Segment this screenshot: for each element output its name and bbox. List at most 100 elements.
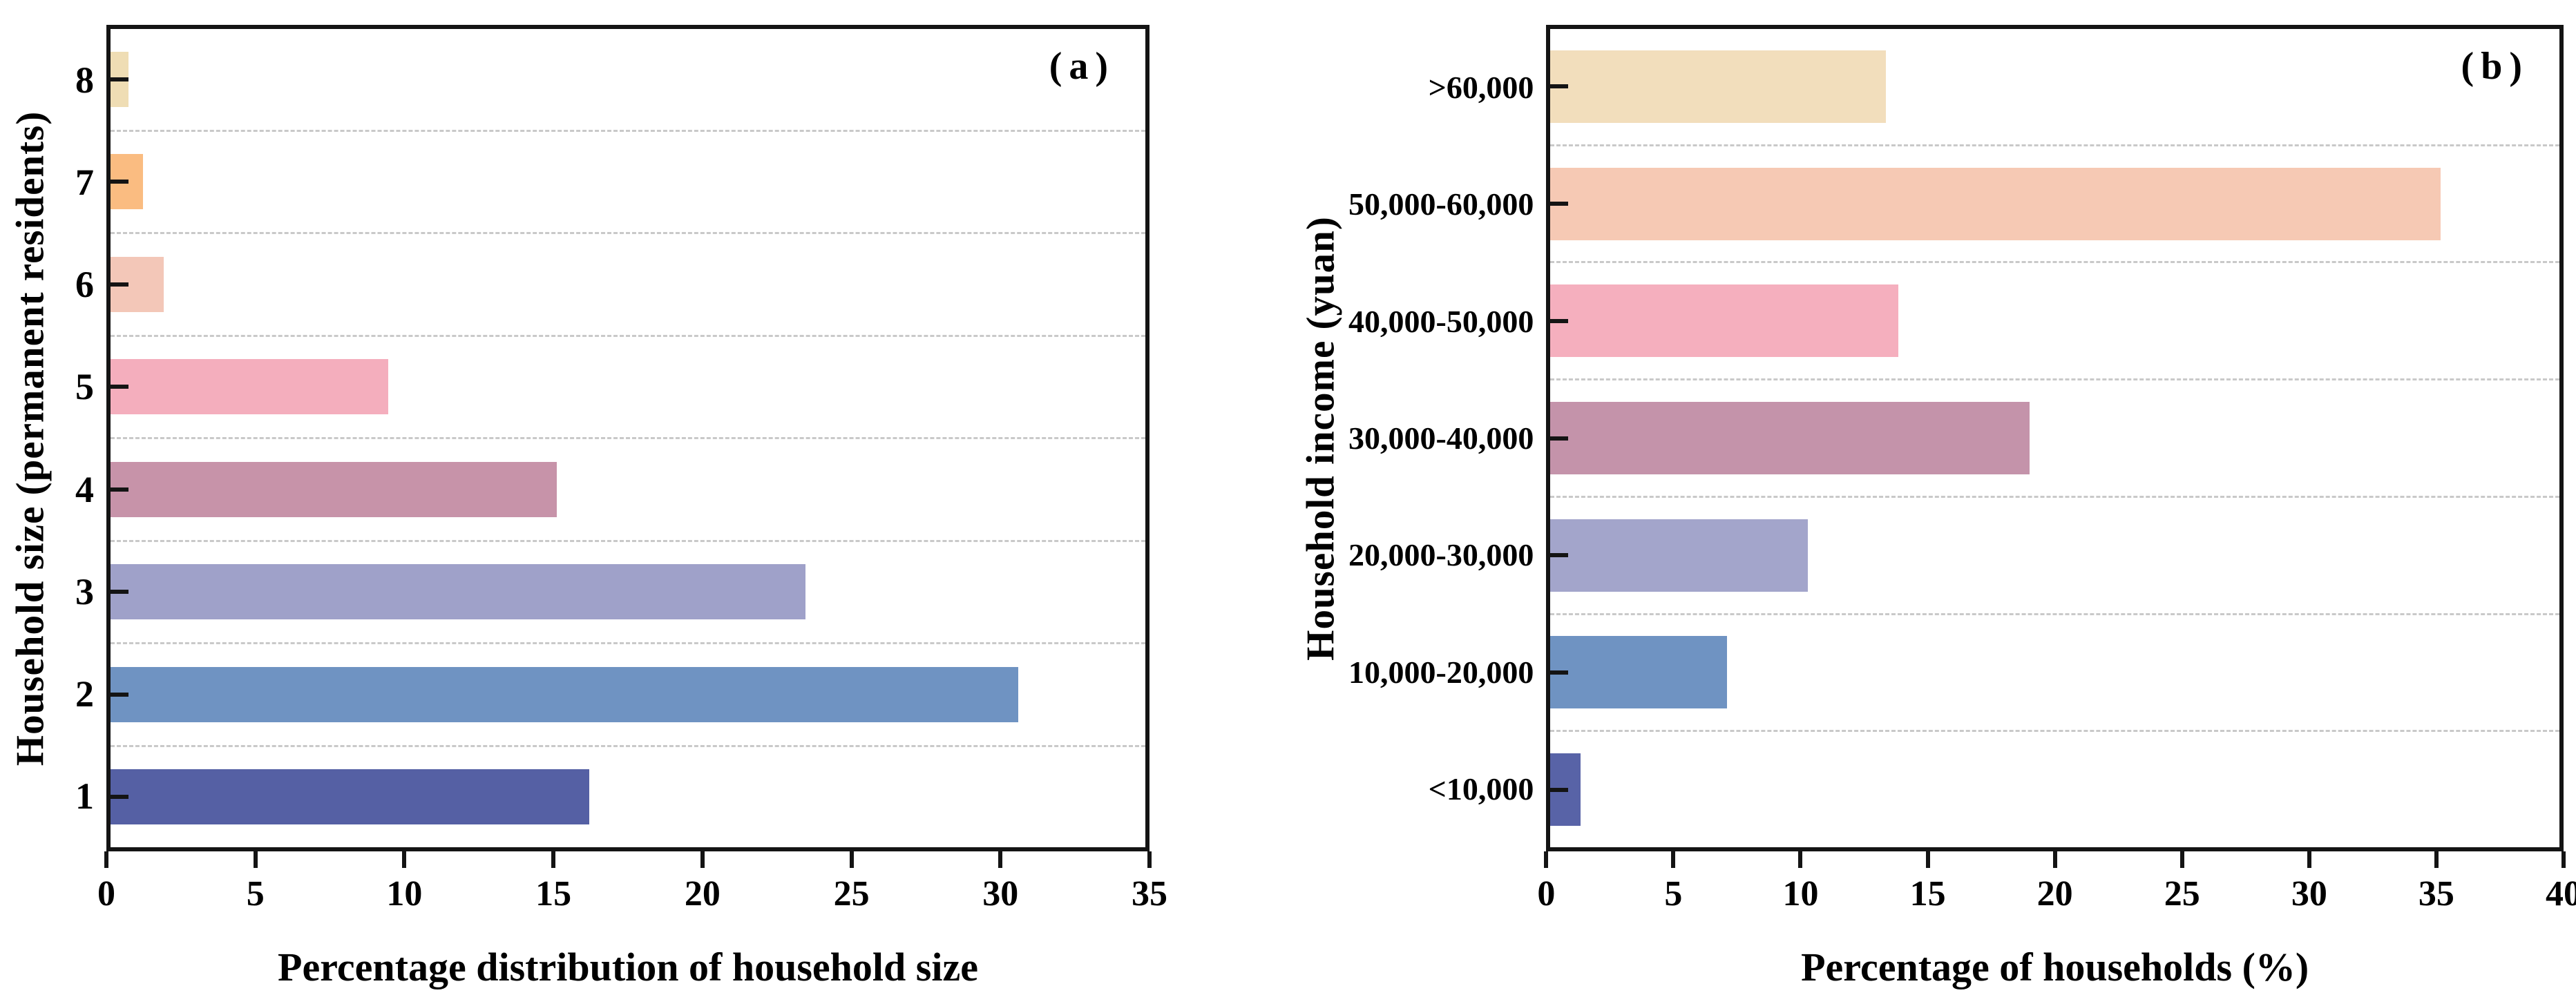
x-tick-mark [2561, 851, 2566, 868]
x-tick-label: 35 [2418, 874, 2454, 914]
y-axis-title-b: Household income (yuan) [1293, 25, 1348, 851]
x-tick-label: 40 [2546, 874, 2576, 914]
y-tick-mark [1550, 670, 1569, 675]
x-tick-mark [700, 851, 705, 868]
x-tick-label: 30 [2291, 874, 2327, 914]
y-tick-mark [1550, 436, 1569, 441]
y-category-label: 20,000-30,000 [1348, 537, 1534, 573]
bar-row [111, 234, 1145, 337]
x-tick: 25 [2164, 851, 2200, 912]
plot-column-b: (b) 0 5 10 15 20 25 30 35 40 Percentage of house… [1537, 25, 2576, 995]
x-tick: 30 [982, 851, 1018, 912]
bar-row [111, 644, 1145, 747]
x-tick-mark [551, 851, 556, 868]
x-tick-mark [104, 851, 108, 868]
x-tick-label: 35 [1132, 874, 1167, 914]
y-tick-mark [111, 590, 128, 595]
bar-row [111, 542, 1145, 644]
x-tick: 20 [2037, 851, 2073, 912]
x-tick-mark [1147, 851, 1152, 868]
y-tick-mark [1550, 553, 1569, 558]
panel-label-b: (b) [2461, 45, 2529, 88]
y-tick-mark [111, 692, 128, 697]
bar-row [1550, 146, 2559, 264]
y-category-label: 2 [75, 673, 94, 715]
x-tick-label: 15 [535, 874, 572, 914]
panel-b-household-income-chart: Household income (yuan) >60,000 50,000-60… [1288, 0, 2576, 995]
y-tick-mark [1550, 318, 1569, 323]
bar-row [111, 747, 1145, 848]
x-tick: 15 [1910, 851, 1946, 912]
bar-1 [111, 769, 590, 825]
x-tick-mark [253, 851, 258, 868]
x-tick-mark [2179, 851, 2184, 868]
x-axis-title-a: Percentage distribution of household siz… [278, 945, 978, 989]
x-tick-label: 0 [1537, 874, 1556, 914]
bar-10,000-20,000 [1550, 636, 1727, 709]
y-category-label: 6 [75, 264, 94, 306]
plot-column-a: (a) 0 5 10 15 20 25 30 35 Percentage distributi… [97, 25, 1167, 995]
x-tick-mark [998, 851, 1003, 868]
x-tick-label: 30 [982, 874, 1019, 914]
x-tick-mark [1544, 851, 1549, 868]
y-tick-mark [111, 180, 128, 184]
x-tick-label: 5 [1664, 874, 1683, 914]
y-tick-mark [1550, 84, 1569, 89]
x-tick-label: 0 [97, 874, 115, 914]
x-tick-mark [2052, 851, 2057, 868]
bar-2 [111, 666, 1018, 722]
y-category-label: 7 [75, 162, 94, 204]
y-category-label: 1 [75, 775, 94, 817]
y-category-label: 40,000-50,000 [1348, 303, 1534, 339]
bar-5 [111, 359, 389, 415]
y-category-labels-b: >60,000 50,000-60,000 40,000-50,000 30,000-… [1348, 25, 1546, 851]
y-category-label: 10,000-20,000 [1348, 654, 1534, 690]
x-tick-label: 10 [1782, 874, 1819, 914]
x-tick: 20 [685, 851, 721, 912]
x-axis-title-b: Percentage of households (%) [1801, 945, 2309, 989]
y-category-label: 8 [75, 59, 94, 102]
y-axis-title-a: Household size (permanent residents) [0, 25, 61, 851]
bar-row [1550, 615, 2559, 733]
x-tick-label: 20 [684, 874, 721, 914]
y-tick-mark [1550, 787, 1569, 792]
bar-row [1550, 380, 2559, 498]
y-tick-mark [111, 795, 128, 800]
x-tick-label: 25 [833, 874, 870, 914]
x-tick-mark [1798, 851, 1803, 868]
bar-row [1550, 732, 2559, 847]
plot-area-a: (a) [106, 25, 1149, 851]
x-tick-label: 25 [2164, 874, 2200, 914]
x-tick-mark [2434, 851, 2439, 868]
x-tick: 35 [1132, 851, 1167, 912]
y-category-labels-a: 8 7 6 5 4 3 2 1 [61, 25, 106, 851]
bar-row [111, 337, 1145, 439]
y-axis-title-text: Household income (yuan) [1299, 215, 1343, 661]
y-category-label: 50,000-60,000 [1348, 186, 1534, 222]
x-tick: 40 [2546, 851, 2576, 912]
y-tick-mark [111, 385, 128, 389]
y-category-label: <10,000 [1428, 771, 1534, 806]
y-tick-mark [1550, 202, 1569, 206]
panel-label-a: (a) [1049, 45, 1115, 88]
panel-a-household-size-chart: Household size (permanent residents) 8 7 6… [0, 25, 1167, 995]
x-tick: 0 [1537, 851, 1555, 912]
bar-3 [111, 564, 805, 620]
bar-row [111, 132, 1145, 234]
y-category-label: 3 [75, 570, 94, 612]
bar-row [111, 439, 1145, 542]
bar-row [1550, 263, 2559, 381]
x-tick: 0 [97, 851, 115, 912]
bar-row [111, 29, 1145, 132]
y-category-label: 5 [75, 366, 94, 408]
y-tick-mark [111, 487, 128, 492]
bar-50,000-60,000 [1550, 167, 2441, 240]
x-tick: 10 [1782, 851, 1818, 912]
bar->60,000 [1550, 50, 1886, 123]
x-tick: 30 [2291, 851, 2327, 912]
x-axis-a: 0 5 10 15 20 25 30 35 [97, 851, 1167, 936]
y-axis-title-text: Household size (permanent residents) [8, 110, 53, 766]
x-tick-label: 5 [246, 874, 265, 914]
x-tick-mark [849, 851, 854, 868]
